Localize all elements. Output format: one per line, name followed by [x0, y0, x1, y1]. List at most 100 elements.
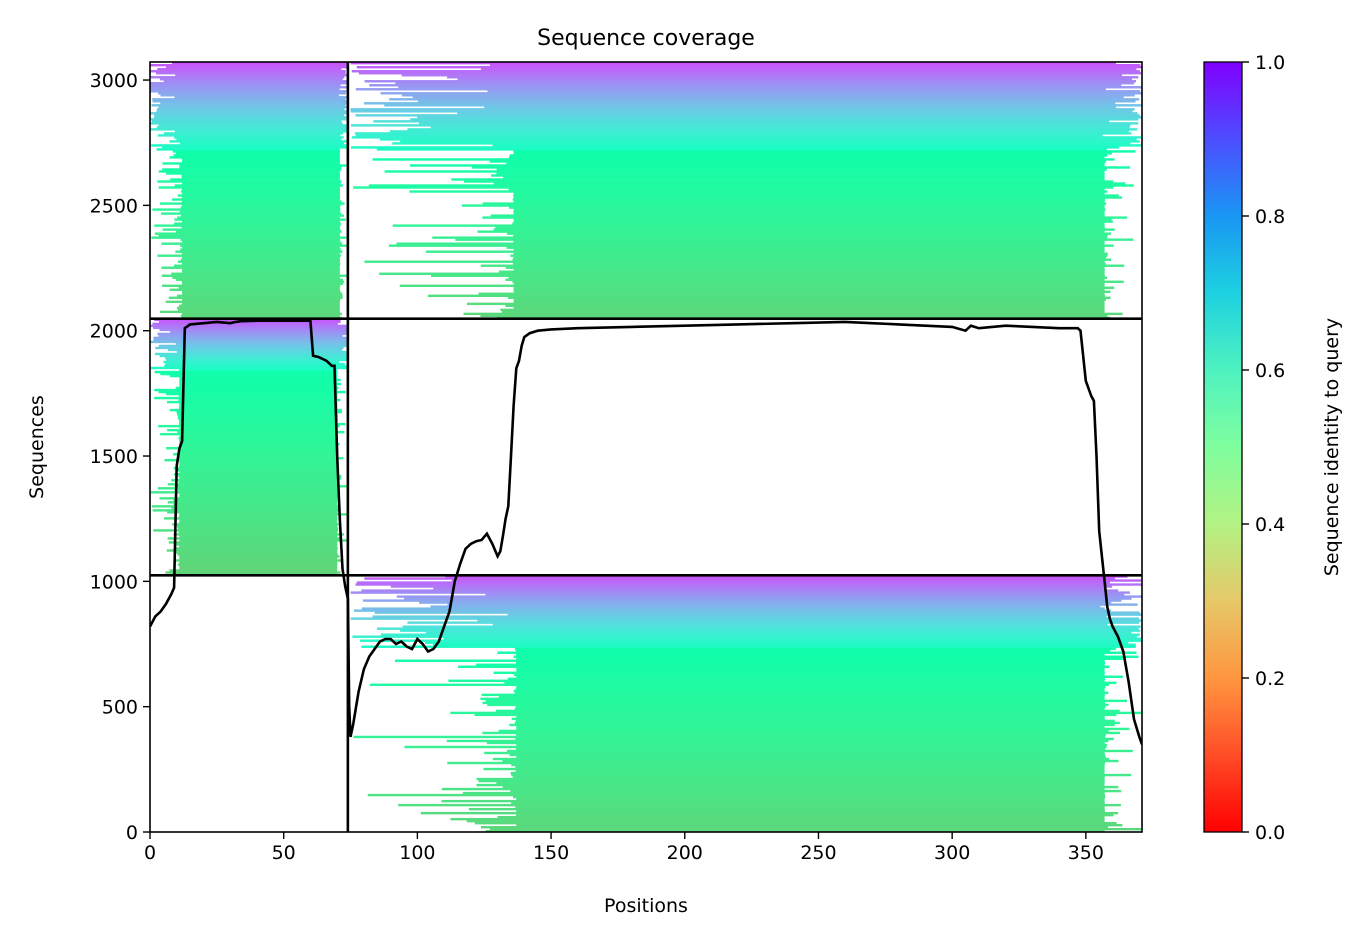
colorbar-tick-label: 0.2	[1255, 668, 1285, 690]
coverage-band-2	[176, 306, 340, 310]
coverage-band-2	[158, 234, 340, 237]
coverage-band-3	[401, 74, 1122, 77]
x-tick-label: 200	[667, 842, 703, 864]
coverage-band-3	[492, 144, 1142, 147]
coverage-band-2	[157, 180, 342, 183]
coverage-band-3	[472, 166, 1131, 169]
coverage-band-3	[496, 172, 1105, 175]
coverage-band-0	[515, 649, 1111, 652]
coverage-band-3	[380, 138, 1137, 141]
coverage-band-0	[515, 805, 1105, 809]
coverage-band-0	[390, 585, 1113, 588]
coverage-band-3	[410, 118, 1139, 121]
coverage-band-0	[407, 621, 1140, 624]
coverage-band-3	[379, 272, 1105, 275]
coverage-band-3	[513, 218, 1112, 221]
coverage-band-1	[154, 370, 338, 374]
coverage-band-3	[350, 110, 1133, 113]
coverage-band-1	[179, 519, 338, 522]
coverage-band-0	[350, 591, 1130, 594]
coverage-band-3	[513, 290, 1111, 293]
coverage-band-0	[497, 651, 1137, 654]
coverage-band-1	[179, 382, 341, 386]
coverage-band-0	[361, 645, 1136, 648]
colorbar-tick-label: 0.0	[1255, 822, 1285, 844]
coverage-band-0	[515, 765, 1105, 769]
coverage-band-3	[506, 162, 1105, 165]
coverage-band-1	[179, 545, 338, 548]
coverage-band-1	[165, 571, 341, 574]
coverage-band-1	[160, 372, 338, 376]
x-axis-label: Positions	[604, 895, 688, 917]
coverage-band-0	[512, 795, 1106, 799]
coverage-band-1	[167, 428, 338, 432]
coverage-band-2	[177, 308, 340, 312]
coverage-band-0	[516, 733, 1106, 737]
coverage-band-1	[179, 404, 338, 408]
coverage-band-0	[441, 787, 1105, 791]
coverage-band-3	[513, 152, 1112, 155]
coverage-band-3	[508, 276, 1108, 279]
coverage-band-2	[182, 246, 340, 249]
coverage-band-1	[154, 352, 348, 356]
coverage-band-3	[508, 206, 1105, 209]
coverage-band-0	[451, 579, 1142, 582]
coverage-band-1	[171, 507, 341, 510]
coverage-band-0	[502, 759, 1119, 763]
coverage-band-0	[509, 753, 1106, 757]
coverage-band-0	[513, 689, 1105, 693]
coverage-band-2	[162, 168, 342, 171]
coverage-band-0	[506, 749, 1133, 753]
coverage-band-1	[152, 322, 338, 326]
coverage-band-2	[172, 150, 341, 153]
coverage-band-1	[167, 348, 343, 352]
coverage-band-3	[513, 200, 1105, 203]
coverage-band-0	[516, 669, 1105, 672]
coverage-band-0	[512, 775, 1105, 779]
coverage-band-1	[178, 481, 338, 484]
coverage-band-3	[432, 236, 1108, 239]
coverage-band-0	[466, 819, 1105, 823]
coverage-band-2	[161, 146, 347, 149]
coverage-band-1	[160, 432, 338, 436]
y-tick-label: 500	[102, 697, 138, 719]
coverage-band-3	[395, 82, 1135, 85]
coverage-band-2	[158, 124, 348, 127]
coverage-band-2	[182, 188, 341, 191]
coverage-band-3	[513, 298, 1106, 302]
coverage-band-0	[498, 695, 1105, 699]
coverage-band-1	[179, 444, 338, 448]
coverage-band-3	[451, 178, 1105, 181]
coverage-band-0	[498, 729, 1109, 733]
coverage-band-3	[396, 242, 1105, 245]
coverage-band-3	[484, 106, 1117, 109]
coverage-band-3	[389, 98, 1140, 101]
coverage-band-1	[171, 479, 338, 482]
coverage-band-2	[158, 106, 348, 109]
coverage-band-0	[486, 741, 1105, 745]
coverage-band-2	[154, 224, 341, 227]
coverage-band-1	[179, 449, 339, 452]
coverage-band-1	[178, 398, 341, 402]
coverage-band-2	[152, 98, 346, 101]
coverage-band-2	[182, 220, 340, 223]
coverage-band-3	[464, 180, 1114, 183]
coverage-band-0	[513, 655, 1139, 658]
coverage-band-1	[172, 523, 339, 526]
coverage-band-3	[512, 222, 1105, 225]
coverage-band-2	[165, 300, 340, 304]
coverage-band-2	[174, 96, 348, 99]
coverage-band-1	[179, 513, 347, 516]
coverage-band-3	[354, 132, 1132, 135]
coverage-band-2	[154, 116, 348, 119]
coverage-band-1	[153, 338, 348, 342]
coverage-band-3	[407, 128, 1138, 131]
coverage-band-1	[179, 561, 338, 564]
coverage-band-0	[492, 623, 1108, 626]
coverage-band-1	[173, 467, 338, 470]
coverage-band-3	[417, 116, 1142, 119]
coverage-band-0	[510, 771, 1105, 775]
coverage-band-1	[173, 499, 338, 502]
coverage-band-0	[352, 635, 1137, 638]
coverage-band-2	[181, 312, 342, 316]
